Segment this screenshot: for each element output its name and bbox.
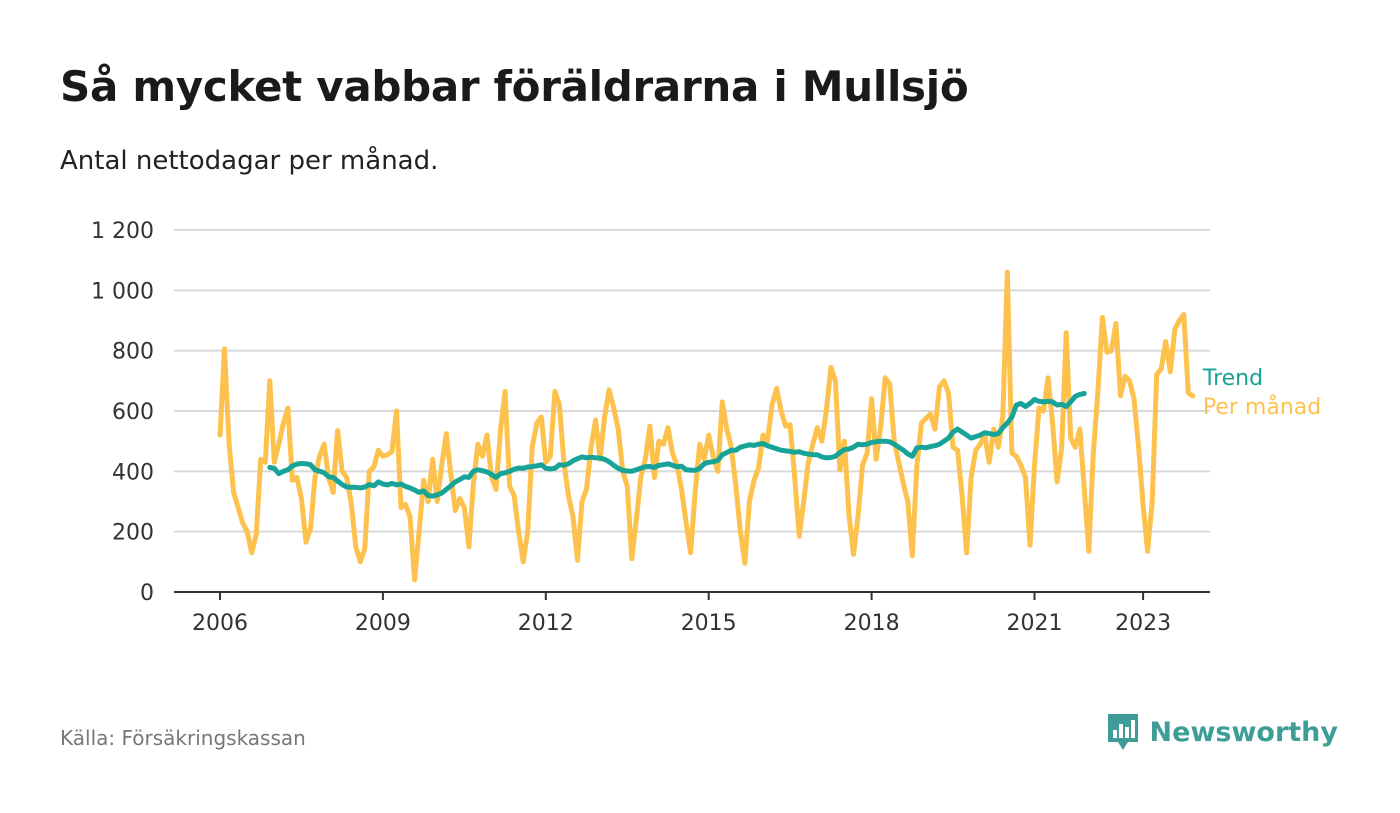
- legend: Trend Per månad: [1202, 366, 1321, 420]
- series-line-per-manad: [217, 269, 1196, 583]
- bar-chart-icon: [1107, 714, 1138, 750]
- y-tick-label: 800: [112, 340, 154, 365]
- x-tick-label: 2021: [1007, 611, 1063, 636]
- y-tick-label: 0: [140, 581, 154, 606]
- series-lines: [217, 269, 1196, 583]
- y-tick-label: 1 200: [91, 219, 154, 244]
- source-credit: Källa: Försäkringskassan: [60, 726, 306, 750]
- x-tick-label: 2006: [192, 611, 248, 636]
- brand-name: Newsworthy: [1149, 716, 1338, 748]
- chart-title: Så mycket vabbar föräldrarna i Mullsjö: [60, 62, 969, 111]
- y-tick-label: 400: [112, 460, 154, 485]
- series-line-trend: [267, 391, 1087, 499]
- newsworthy-logo[interactable]: Newsworthy: [1106, 712, 1338, 752]
- x-tick-label: 2015: [681, 611, 737, 636]
- x-axis-ticks: 2006 2009 2012 2015 2018 2021 2023: [192, 592, 1171, 636]
- y-tick-label: 1 000: [91, 279, 154, 304]
- chart-subtitle: Antal nettodagar per månad.: [60, 146, 439, 176]
- x-tick-label: 2023: [1115, 611, 1171, 636]
- y-axis-ticks: 0 200 400 600 800 1 000 1 200: [91, 219, 154, 606]
- legend-label-per-manad: Per månad: [1203, 394, 1321, 420]
- y-tick-label: 200: [112, 521, 154, 546]
- y-tick-label: 600: [112, 400, 154, 425]
- x-tick-label: 2012: [518, 611, 574, 636]
- x-tick-label: 2009: [355, 611, 411, 636]
- legend-label-trend: Trend: [1202, 366, 1263, 391]
- x-tick-label: 2018: [844, 611, 900, 636]
